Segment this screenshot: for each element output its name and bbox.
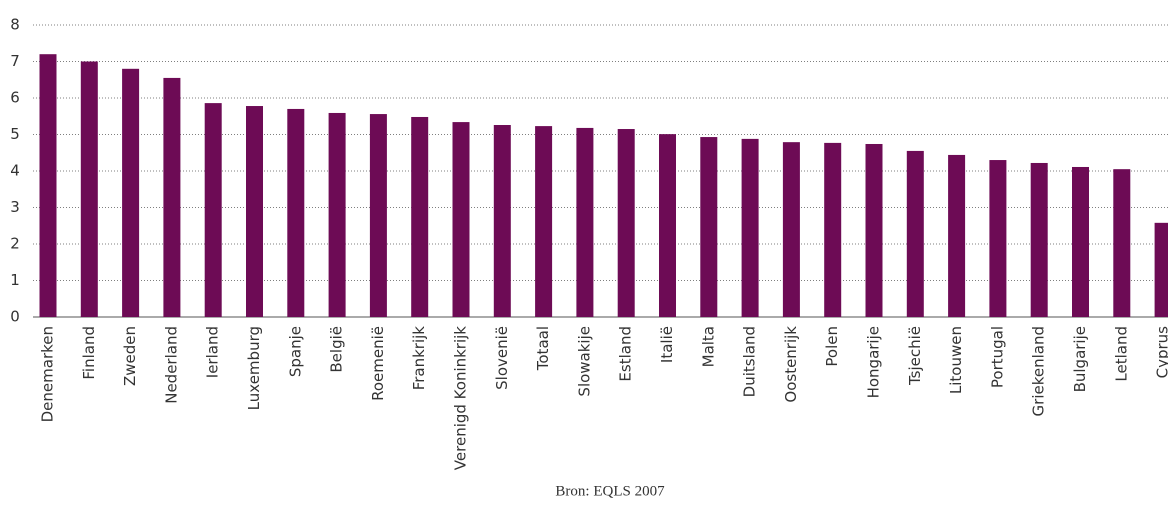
bar	[246, 106, 263, 317]
x-tick-label: Verenigd Koninkrijk	[452, 326, 470, 471]
bar	[369, 114, 387, 317]
bar	[948, 154, 966, 317]
bar	[989, 160, 1007, 317]
y-tick-label: 5	[10, 125, 20, 143]
x-tick-label: Luxemburg	[245, 326, 263, 410]
x-tick-label: Finland	[80, 326, 98, 380]
bar	[1072, 166, 1089, 317]
x-tick-label: Griekenland	[1030, 326, 1048, 416]
x-tick-label: Duitsland	[741, 326, 759, 397]
bar	[906, 150, 924, 317]
bar	[576, 127, 594, 318]
bar	[163, 77, 181, 317]
y-tick-label: 6	[10, 89, 20, 107]
x-tick-label: Polen	[823, 326, 841, 367]
bar	[865, 143, 883, 317]
bar	[824, 142, 842, 317]
y-tick-label: 1	[10, 271, 20, 289]
x-tick-label: Bulgarije	[1071, 326, 1089, 392]
bar	[659, 134, 676, 317]
x-tick-label: Cyprus	[1154, 326, 1168, 379]
bar	[204, 103, 222, 317]
x-tick-label: Portugal	[988, 326, 1006, 388]
x-tick-label: Litouwen	[947, 326, 965, 394]
y-tick-label: 0	[10, 308, 20, 326]
x-tick-label: Italië	[658, 326, 676, 363]
x-tick-label: Totaal	[534, 326, 552, 371]
x-tick-label: Slovenië	[493, 326, 511, 390]
x-tick-label: Denemarken	[39, 326, 57, 422]
bar	[535, 126, 553, 317]
x-tick-label: Roemenië	[369, 326, 387, 401]
y-tick-label: 7	[10, 52, 20, 70]
source-note: Bron: EQLS 2007	[555, 483, 665, 499]
x-tick-label: Letland	[1112, 326, 1130, 382]
y-tick-label: 2	[10, 235, 20, 253]
y-tick-label: 8	[10, 16, 20, 34]
bar	[122, 68, 140, 317]
bar	[782, 142, 800, 317]
bar	[741, 138, 759, 317]
bar	[39, 54, 57, 317]
x-tick-label: Frankrijk	[410, 326, 428, 391]
bar	[287, 108, 305, 317]
x-tick-label: België	[328, 326, 346, 373]
x-tick-label: Tsjechië	[906, 326, 924, 386]
x-tick-label: Estland	[617, 326, 635, 382]
bar	[700, 137, 718, 317]
x-tick-label: Zweden	[121, 326, 139, 386]
x-tick-label: Slowakije	[575, 326, 593, 397]
x-tick-label: Ierland	[204, 326, 222, 378]
bar	[1030, 162, 1048, 317]
x-tick-label: Hongarije	[865, 326, 883, 398]
bar	[411, 116, 429, 317]
y-tick-label: 4	[10, 162, 20, 180]
bar	[1113, 169, 1131, 317]
bar	[617, 129, 635, 317]
x-tick-label: Nederland	[162, 326, 180, 404]
x-tick-label: Oostenrijk	[782, 326, 800, 403]
bar	[1154, 222, 1168, 317]
x-tick-label: Malta	[699, 326, 717, 367]
bar	[328, 112, 346, 317]
bar	[80, 61, 98, 317]
x-tick-label: Spanje	[286, 326, 304, 377]
bar	[452, 122, 470, 317]
y-tick-label: 3	[10, 198, 20, 216]
bar	[493, 125, 511, 317]
